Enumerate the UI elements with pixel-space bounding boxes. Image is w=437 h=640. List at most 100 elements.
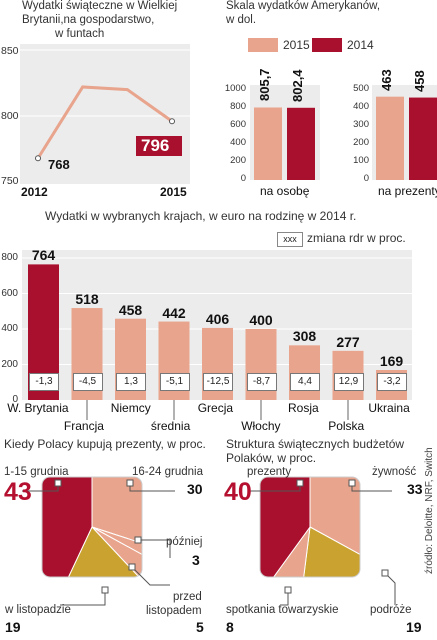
countries-change-rosja: 4,4 [290,373,320,391]
when-slice-przed-listopadem [91,526,142,577]
when-value-30: 30 [187,481,203,497]
us-ytick-400: 400 [230,137,246,148]
us-ytick-200: 200 [230,155,246,166]
legend-2015-swatch [248,38,278,52]
us-ytick-600: 600 [230,119,246,130]
source-note: źródło: Deloitte, NRF, Switch [424,447,435,574]
budget-pie-chart [248,476,396,606]
budget-value-8: 8 [226,619,234,635]
countries-category-włochy: Włochy [241,419,281,433]
countries-ytick-600: 600 [1,287,18,299]
when-label-listopadem: listopadem [146,605,202,617]
when-slice-1-15-grudnia [42,477,93,577]
us-ytick-200: 200 [353,137,369,148]
uk-xtick-2015: 2015 [160,185,187,199]
budget-slice-spotkania-towarzyskie [260,526,311,577]
us-group-label-na-osobe: na osobę [260,184,310,198]
countries-value-średnia: 442 [162,304,186,321]
legend-2014-swatch [312,38,342,52]
us-ytick-400: 400 [353,101,369,112]
when-slice-16-24-grudnia [91,477,142,562]
countries-value-niemcy: 458 [118,301,143,318]
countries-change-francja: -4,5 [72,373,103,391]
countries-value-w-brytania: 764 [31,247,56,264]
when-value-5: 5 [196,619,204,635]
when-leader-pozniej [138,539,171,558]
uk-label-768: 768 [48,157,70,172]
uk-ytick-850: 850 [1,45,19,57]
when-label-16-24: 16-24 grudnia [132,466,203,478]
budget-value-33: 33 [407,481,423,497]
us-ytick-100: 100 [353,155,369,166]
countries-value-francja: 518 [75,291,99,308]
budget-leader-podroze [384,572,396,605]
budget-marker-2 [381,569,389,577]
uk-highlight-box [136,136,182,156]
countries-category-ukraina: Ukraina [368,401,410,415]
countries-change-w-brytania: -1,3 [29,373,59,391]
budget-label-podroze: podróże [370,604,412,616]
when-marker-0 [54,479,62,487]
countries-change-grecja: -12,5 [203,373,233,391]
us-title-line1: Skala wydatków Amerykanów, [226,0,381,12]
when-value-3: 3 [192,552,200,568]
us-title-line2: w dol. [226,14,257,26]
uk-line-chart [20,49,190,162]
when-marker-2 [134,536,142,544]
countries-category-grecja: Grecja [197,401,234,415]
us-bar-2015-na-prezenty [376,96,404,180]
uk-title-line2: Brytanii,na gospodarstwo, [22,14,155,26]
uk-label-796: 796 [141,136,170,155]
countries-change-polska: 12,9 [333,373,364,391]
uk-ytick-800: 800 [1,110,19,122]
when-value-19: 19 [5,619,21,635]
when-value-43: 43 [4,478,32,506]
countries-value-włochy: 400 [249,312,273,328]
when-marker-4 [101,586,109,594]
budget-value-40: 40 [224,478,252,506]
countries-change-średnia: -5,1 [159,373,190,391]
countries-change-niemcy: 1,3 [116,373,146,391]
countries-category-polska: Polska [328,419,365,433]
countries-category-francja: Francja [63,419,104,433]
when-slice-później [91,526,142,577]
budget-marker-3 [284,586,292,594]
budget-marker-1 [348,479,356,487]
countries-category-rosja: Rosja [288,401,319,415]
countries-value-grecja: 406 [205,310,230,327]
when-marker-1 [126,479,134,487]
countries-value-polska: 277 [336,333,360,350]
countries-ytick-0: 0 [12,394,18,405]
when-leader-przed [131,566,170,586]
when-label-w-listopadzie: w listopadzie [5,604,71,616]
us-group-label-na-prezenty: na prezenty [378,184,437,198]
when-label-przed: przed [173,591,202,603]
budget-label-spotkania: spotkania towarzyskie [226,604,339,616]
us-bar-chart [254,96,437,180]
us-ytick-800: 800 [230,101,246,112]
countries-category-w-brytania: W. Brytania [7,401,69,415]
budget-slice-żywność [309,477,360,577]
when-label-pozniej: później [166,536,203,548]
us-ytick-500: 500 [353,83,369,94]
uk-point-2012 [35,155,41,162]
budget-leader-spotkania [280,590,289,606]
budget-slice-podróże [295,526,360,577]
countries-category-niemcy: Niemcy [110,401,151,415]
when-leader-w-listopadzie [60,590,106,606]
countries-value-ukraina: 169 [379,353,404,369]
us-ytick-1000: 1000 [224,83,246,94]
when-label-1-15: 1-15 grudnia [4,466,69,478]
legend-2015-label: 2015 [283,38,310,52]
countries-legend-box: xxx [277,232,303,247]
uk-title-line1: Wydatki świąteczne w Wielkiej [22,0,178,12]
countries-legend-text: zmiana rdr w proc. [307,231,406,245]
budget-title-line1: Struktura świątecznych budżetów [226,437,405,451]
uk-point-2015 [169,118,175,125]
uk-series-line [36,85,173,160]
us-ytick-300: 300 [353,119,369,130]
legend-2014-label: 2014 [347,38,374,52]
countries-change-włochy: -8,7 [246,373,277,391]
countries-ytick-200: 200 [1,358,18,370]
uk-title-line3: w funtach [55,28,105,40]
